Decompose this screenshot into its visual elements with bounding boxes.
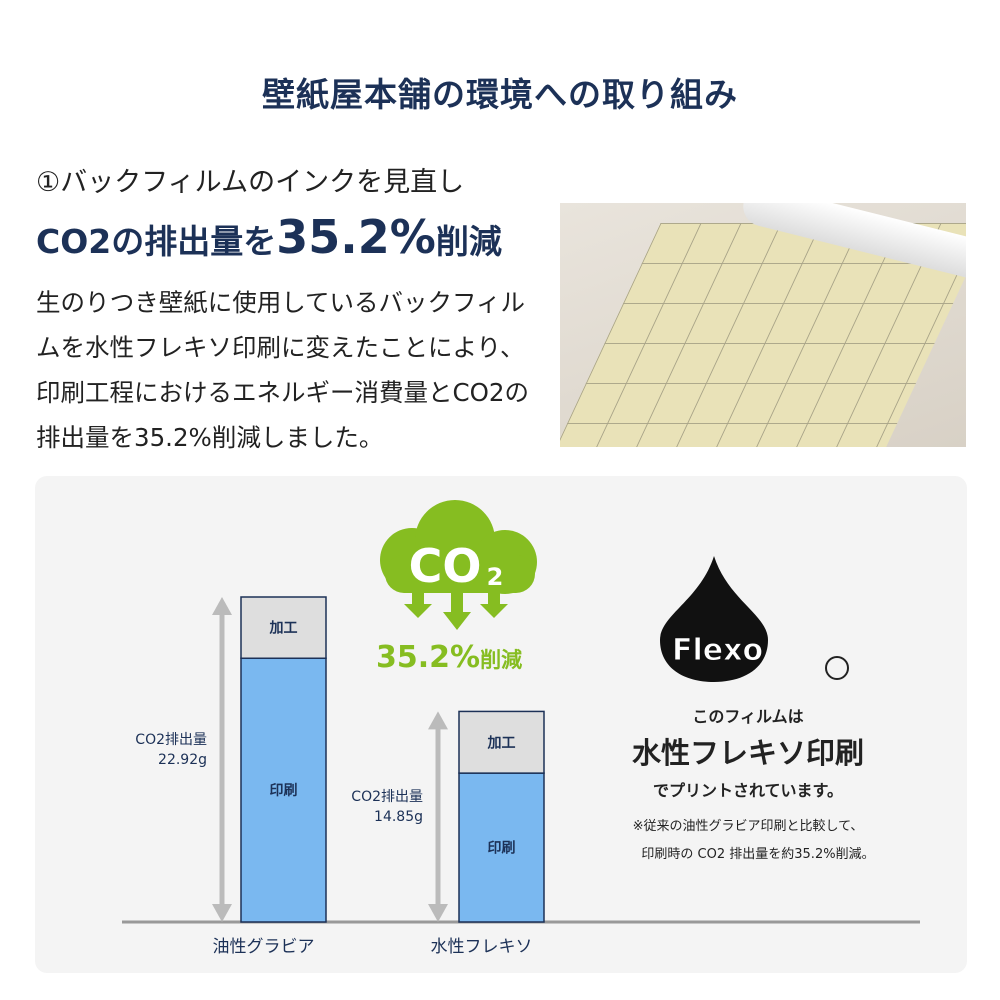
section-subtitle: ①バックフィルムのインクを見直し [36, 160, 464, 199]
arrow-up-icon [428, 711, 448, 730]
section-number: ① [36, 167, 61, 198]
total-label: CO2排出量 22.92g [92, 730, 207, 770]
segment-label: 印刷 [488, 840, 516, 857]
segment-label: 加工 [487, 735, 516, 751]
headline-value: 35.2% [276, 210, 436, 264]
total-caption: CO2排出量 [351, 788, 423, 805]
subtitle-text: バックフィルムのインクを見直し [60, 167, 465, 198]
total-value: 14.85g [374, 808, 423, 825]
flexo-note2: 印刷時の CO2 排出量を約35.2%削減。 [641, 847, 875, 862]
bar-segment [458, 772, 545, 923]
headline-suffix: 削減 [435, 222, 502, 261]
bar-segment [458, 710, 545, 774]
bar-segment [240, 657, 327, 923]
segment-label: 加工 [269, 621, 298, 637]
registered-mark [825, 656, 849, 680]
co2-cloud-icon [380, 500, 537, 630]
cloud-co-label: CO [409, 539, 482, 593]
flexo-drop-icon [660, 556, 768, 682]
bar-segment [240, 596, 327, 660]
total-value: 22.92g [158, 751, 207, 768]
total-caption: CO2排出量 [135, 731, 207, 748]
arrow-down-icon [428, 904, 448, 922]
headline-prefix: CO2の排出量を [36, 222, 277, 261]
reduction-value: 35.2% [376, 640, 481, 675]
flexo-line1: このフィルムは [692, 707, 804, 726]
arrow-up-icon [212, 597, 232, 615]
reduction-suffix: 削減 [480, 648, 523, 672]
flexo-logo-text: Flexo [672, 633, 763, 668]
backfilm-photo [560, 203, 966, 447]
arrow-down-icon [212, 904, 232, 922]
total-label: CO2排出量 14.85g [308, 787, 423, 827]
category-label: 水性フレキソ [430, 937, 533, 957]
section-body: 生のりつき壁紙に使用しているバックフィルムを水性フレキソ印刷に変えたことにより、… [36, 288, 529, 452]
page-title: 壁紙屋本舗の環境への取り組み [262, 75, 738, 114]
cloud-sub-label: 2 [487, 563, 504, 591]
flexo-line2: 水性フレキソ印刷 [631, 736, 864, 770]
section-headline: CO2の排出量を35.2%削減 [36, 210, 502, 264]
reduction-label: 35.2%削減 [376, 640, 522, 675]
flexo-note1: ※従来の油性グラビア印刷と比較して、 [632, 819, 864, 834]
flexo-line3: でプリントされています。 [653, 781, 843, 800]
category-label: 油性グラビア [212, 937, 315, 957]
segment-label: 印刷 [270, 782, 298, 799]
